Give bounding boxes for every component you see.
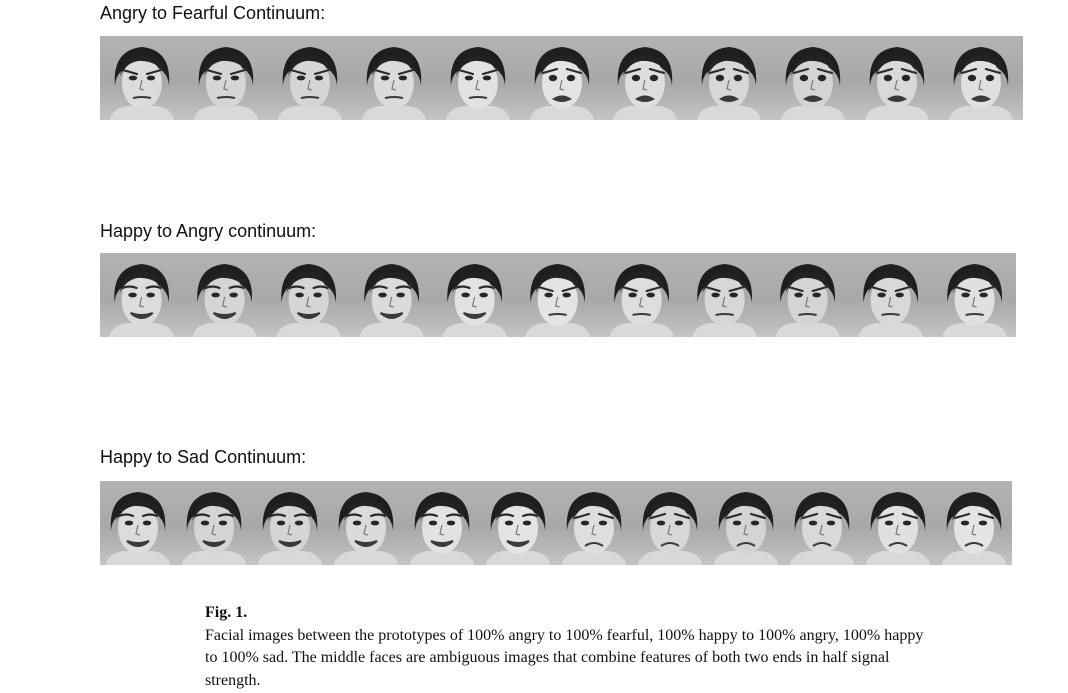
face-frame bbox=[266, 253, 350, 337]
face-strip-angry-fearful bbox=[100, 36, 1023, 120]
face-frame bbox=[252, 481, 328, 565]
face-frame bbox=[599, 253, 683, 337]
face-frame bbox=[687, 36, 772, 120]
face-frame bbox=[328, 481, 404, 565]
face-frame bbox=[632, 481, 708, 565]
face-frame bbox=[771, 36, 856, 120]
face-frame bbox=[849, 253, 933, 337]
face-frame bbox=[183, 36, 268, 120]
row-title-angry-fearful: Angry to Fearful Continuum: bbox=[100, 3, 326, 23]
face-frame bbox=[183, 253, 267, 337]
face-frame bbox=[766, 253, 850, 337]
face-strip-happy-angry bbox=[100, 253, 1016, 337]
figure-label: Fig. 1. bbox=[205, 604, 248, 621]
face-frame bbox=[556, 481, 632, 565]
face-frame bbox=[855, 36, 940, 120]
face-frame bbox=[516, 253, 600, 337]
caption-text: Facial images between the prototypes of … bbox=[205, 626, 924, 689]
face-frame bbox=[349, 253, 434, 337]
face-frame bbox=[939, 36, 1023, 120]
face-frame bbox=[267, 36, 352, 120]
face-frame bbox=[435, 36, 520, 120]
face-frame bbox=[682, 253, 767, 337]
face-frame bbox=[100, 36, 184, 120]
face-frame bbox=[932, 253, 1016, 337]
face-frame bbox=[480, 481, 556, 565]
face-frame bbox=[100, 481, 176, 565]
face-strip-happy-sad bbox=[100, 481, 1012, 565]
face-frame bbox=[708, 481, 784, 565]
face-frame bbox=[351, 36, 436, 120]
face-frame bbox=[433, 253, 517, 337]
face-frame bbox=[519, 36, 604, 120]
face-frame bbox=[936, 481, 1012, 565]
figure-caption: Fig. 1. Facial images between the protot… bbox=[205, 602, 925, 692]
face-frame bbox=[404, 481, 480, 565]
face-frame bbox=[100, 253, 184, 337]
face-frame bbox=[784, 481, 860, 565]
row-title-happy-sad: Happy to Sad Continuum: bbox=[100, 447, 307, 467]
face-frame bbox=[176, 481, 252, 565]
face-frame bbox=[860, 481, 936, 565]
face-frame bbox=[603, 36, 688, 120]
row-title-happy-angry: Happy to Angry continuum: bbox=[100, 221, 317, 241]
